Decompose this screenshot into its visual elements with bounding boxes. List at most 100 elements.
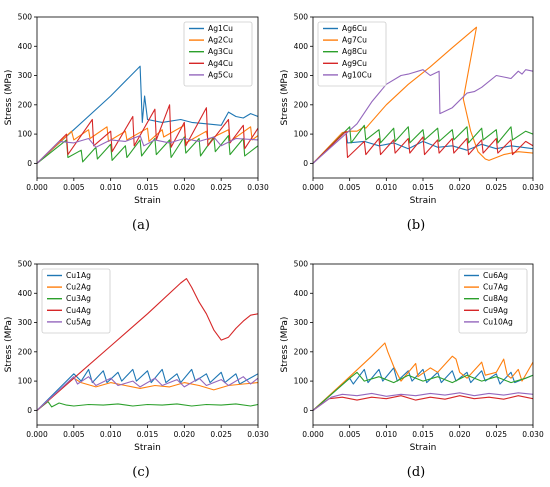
y-tick-label: 100: [294, 130, 309, 139]
x-tick-label: 0.020: [449, 183, 471, 192]
series-line-Cu3Ag: [37, 401, 258, 411]
y-tick-label: 0: [303, 159, 308, 168]
series-line-Cu9Ag: [313, 395, 533, 411]
series-line-Cu1Ag: [37, 368, 258, 411]
legend-label-Ag2Cu: Ag2Cu: [208, 36, 233, 45]
x-tick-label: 0.015: [412, 183, 434, 192]
panel-caption-c: (c): [132, 465, 150, 480]
x-tick-label: 0.000: [26, 430, 48, 439]
y-tick-label: 500: [294, 260, 309, 269]
x-tick-label: 0.030: [522, 430, 544, 439]
x-tick-label: 0.030: [247, 183, 269, 192]
x-tick-label: 0.025: [210, 430, 232, 439]
y-tick-label: 500: [18, 13, 33, 22]
y-tick-label: 0: [27, 159, 32, 168]
x-tick-label: 0.015: [137, 183, 159, 192]
legend-label-Ag7Cu: Ag7Cu: [342, 36, 367, 45]
x-tick-label: 0.000: [302, 183, 324, 192]
legend-label-Cu10Ag: Cu10Ag: [483, 317, 513, 326]
legend-label-Cu6Ag: Cu6Ag: [483, 271, 508, 280]
legend-label-Ag9Cu: Ag9Cu: [342, 59, 367, 68]
y-tick-label: 100: [18, 377, 33, 386]
y-tick-label: 200: [294, 100, 309, 109]
series-line-Cu5Ag: [37, 376, 258, 411]
series-line-Ag5Cu: [37, 135, 258, 164]
y-tick-label: 400: [18, 42, 33, 51]
y-tick-label: 0: [303, 406, 308, 415]
legend: Cu1Ag Cu2Ag Cu3Ag Cu4Ag Cu5Ag: [41, 268, 111, 334]
x-tick-label: 0.025: [486, 183, 508, 192]
y-tick-label: 500: [18, 260, 33, 269]
panel-caption-d: (d): [406, 465, 426, 480]
chart-panel-3: 0.000 0.005 0.010 0.015 0.020 0.025 0.030 0 100 2…: [4, 260, 269, 453]
x-axis-label: Strain: [410, 196, 437, 206]
legend-label-Cu3Ag: Cu3Ag: [66, 294, 91, 303]
x-tick-label: 0.010: [100, 430, 122, 439]
legend-label-Cu7Ag: Cu7Ag: [483, 283, 508, 292]
x-tick-label: 0.005: [339, 430, 361, 439]
y-tick-label: 0: [27, 406, 32, 415]
x-tick-label: 0.020: [174, 430, 196, 439]
y-tick-label: 200: [18, 347, 33, 356]
panel-caption-b: (b): [406, 218, 426, 233]
legend-label-Cu4Ag: Cu4Ag: [66, 306, 91, 315]
y-tick-label: 100: [18, 130, 33, 139]
y-tick-label: 400: [294, 42, 309, 51]
y-tick-label: 300: [294, 318, 309, 327]
legend-box: [458, 268, 528, 334]
x-tick-label: 0.020: [174, 183, 196, 192]
x-tick-label: 0.030: [247, 430, 269, 439]
x-tick-label: 0.005: [63, 183, 85, 192]
series-line-Ag3Cu: [37, 135, 258, 164]
y-axis-label: Stress (MPa): [280, 317, 290, 373]
series-line-Cu7Ag: [313, 342, 533, 411]
x-tick-label: 0.000: [302, 430, 324, 439]
legend-label-Cu2Ag: Cu2Ag: [66, 283, 91, 292]
x-tick-label: 0.010: [376, 183, 398, 192]
series-group: [313, 342, 533, 411]
x-tick-label: 0.000: [26, 183, 48, 192]
legend-label-Ag10Cu: Ag10Cu: [342, 70, 372, 79]
y-axis-label: Stress (MPa): [280, 70, 290, 126]
legend-label-Ag8Cu: Ag8Cu: [342, 47, 367, 56]
series-line-Cu10Ag: [313, 392, 533, 411]
legend-label-Ag1Cu: Ag1Cu: [208, 24, 233, 33]
x-tick-label: 0.025: [486, 430, 508, 439]
y-tick-label: 300: [18, 71, 33, 80]
y-tick-label: 400: [18, 289, 33, 298]
legend: Ag6Cu Ag7Cu Ag8Cu Ag9Cu Ag10Cu: [317, 21, 387, 87]
chart-panel-1: 0.000 0.005 0.010 0.015 0.020 0.025 0.030 0 100 2…: [4, 13, 269, 206]
series-group: [37, 278, 258, 411]
chart-panel-4: 0.000 0.005 0.010 0.015 0.020 0.025 0.030 0 100 2…: [280, 260, 544, 453]
x-tick-label: 0.015: [137, 430, 159, 439]
series-group: [37, 65, 258, 164]
legend-label-Cu8Ag: Cu8Ag: [483, 294, 508, 303]
x-tick-label: 0.005: [339, 183, 361, 192]
series-line-Ag8Cu: [313, 124, 533, 164]
y-tick-label: 500: [294, 13, 309, 22]
x-tick-label: 0.030: [522, 183, 544, 192]
series-line-Cu4Ag: [37, 278, 258, 411]
y-tick-label: 100: [294, 377, 309, 386]
y-axis-label: Stress (MPa): [4, 317, 14, 373]
x-axis-label: Strain: [410, 443, 437, 453]
series-line-Ag1Cu: [37, 65, 258, 164]
x-tick-label: 0.010: [376, 430, 398, 439]
series-line-Cu6Ag: [313, 367, 533, 411]
legend-label-Ag6Cu: Ag6Cu: [342, 24, 367, 33]
legend-label-Cu5Ag: Cu5Ag: [66, 317, 91, 326]
series-line-Ag7Cu: [313, 26, 533, 164]
series-line-Ag10Cu: [313, 69, 533, 164]
y-tick-label: 200: [18, 100, 33, 109]
legend-box: [41, 268, 111, 334]
x-tick-label: 0.015: [412, 430, 434, 439]
series-line-Ag9Cu: [313, 130, 533, 164]
y-tick-label: 400: [294, 289, 309, 298]
legend-box: [317, 21, 387, 87]
series-group: [313, 26, 533, 164]
series-line-Ag4Cu: [37, 104, 258, 164]
legend-label-Ag4Cu: Ag4Cu: [208, 59, 233, 68]
x-tick-label: 0.005: [63, 430, 85, 439]
y-tick-label: 200: [294, 347, 309, 356]
